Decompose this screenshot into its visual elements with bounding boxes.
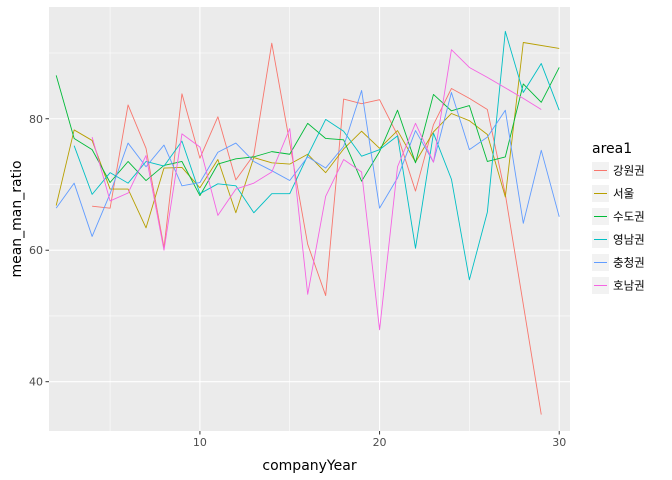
series-lines <box>55 30 560 415</box>
x-tick-label: 10 <box>193 436 207 449</box>
legend-label: 강원권 <box>613 164 645 178</box>
series-line-6 <box>91 49 542 331</box>
minor-grid <box>49 7 570 431</box>
legend-label: 호남권 <box>613 279 645 293</box>
major-grid <box>49 7 570 431</box>
legend-label: 서울 <box>613 187 634 201</box>
y-tick-label: 80 <box>29 113 43 126</box>
legend-label: 수도권 <box>613 210 645 224</box>
x-axis-title: companyYear <box>262 458 356 474</box>
series-line-3 <box>55 67 560 197</box>
y-tick-label: 40 <box>29 376 43 389</box>
series-line-2 <box>55 42 560 229</box>
series-line-5 <box>55 90 560 237</box>
legend-label: 충청권 <box>613 256 645 270</box>
y-axis: 40 60 80 <box>29 113 49 389</box>
series-line-4 <box>73 30 560 281</box>
x-tick-label: 30 <box>552 436 566 449</box>
plot-panel <box>49 7 570 431</box>
legend-label: 영남권 <box>613 233 645 247</box>
y-tick-label: 60 <box>29 244 43 257</box>
y-axis-title: mean_man_ratio <box>9 160 25 277</box>
legend-title: area1 <box>592 141 632 157</box>
x-tick-label: 20 <box>373 436 387 449</box>
x-axis: 10 20 30 <box>193 431 566 449</box>
